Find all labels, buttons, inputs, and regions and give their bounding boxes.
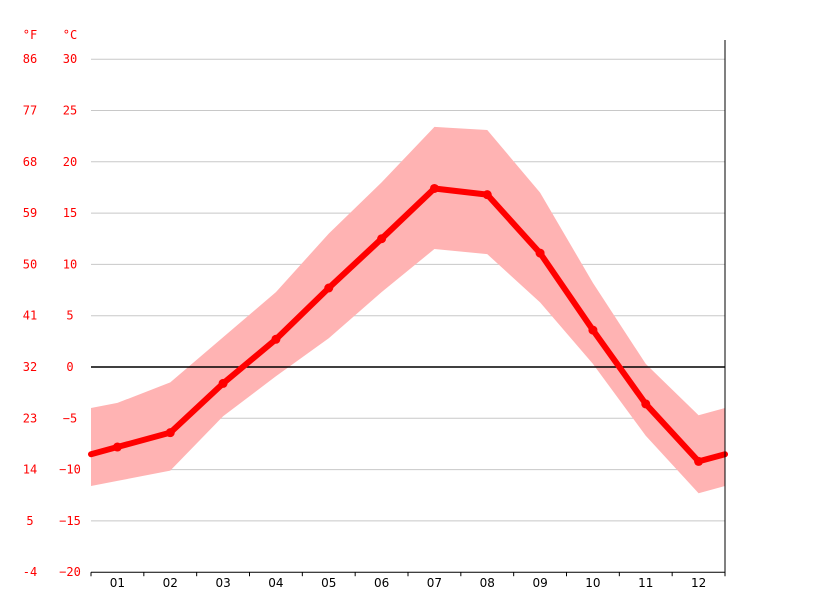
y-tick-label-fahrenheit: 50: [23, 257, 37, 271]
x-tick-label: 05: [321, 576, 336, 590]
x-tick-label: 02: [163, 576, 178, 590]
mean-points: [112, 183, 704, 466]
y-tick-label-fahrenheit: 86: [23, 52, 37, 66]
celsius-unit-label: °C: [63, 28, 77, 42]
mean-point: [482, 190, 492, 200]
y-tick-label-celsius: −5: [63, 411, 77, 425]
y-tick-label-celsius: 10: [63, 257, 77, 271]
y-tick-label-celsius: −20: [59, 565, 81, 579]
y-tick-label-celsius: 15: [63, 206, 77, 220]
mean-point: [641, 399, 651, 409]
y-tick-label-celsius: 5: [66, 309, 73, 323]
y-tick-label-fahrenheit: 68: [23, 155, 37, 169]
mean-line: [88, 185, 728, 465]
x-tick-label: 12: [691, 576, 706, 590]
x-tick-label: 04: [268, 576, 283, 590]
y-tick-label-fahrenheit: 77: [23, 104, 37, 118]
mean-point: [324, 283, 334, 293]
y-tick-label-celsius: 0: [66, 360, 73, 374]
mean-point: [535, 248, 545, 258]
mean-point: [377, 234, 387, 244]
y-tick-label-celsius: 25: [63, 104, 77, 118]
mean-point: [218, 378, 228, 388]
y-tick-label-fahrenheit: 41: [23, 309, 37, 323]
mean-point: [429, 183, 439, 193]
y-tick-label-celsius: −15: [59, 514, 81, 528]
x-tick-label: 07: [427, 576, 442, 590]
mean-point: [588, 325, 598, 335]
x-tick-label: 08: [480, 576, 495, 590]
mean-point: [694, 456, 704, 466]
x-tick-label: 06: [374, 576, 389, 590]
x-tick-labels: 01 02 03 04 05 06 07 08 09 10 11 12: [110, 576, 706, 590]
y-tick-label-fahrenheit: -4: [23, 565, 37, 579]
x-tick-label: 03: [215, 576, 230, 590]
mean-point: [112, 442, 122, 452]
band-area: [91, 126, 725, 494]
y-tick-label-celsius: 20: [63, 155, 77, 169]
x-tick-label: 11: [638, 576, 653, 590]
fahrenheit-unit-label: °F: [23, 28, 37, 42]
y-tick-label-fahrenheit: 23: [23, 411, 37, 425]
x-tick-label: 01: [110, 576, 125, 590]
mean-point: [165, 428, 175, 438]
y-tick-label-fahrenheit: 14: [23, 463, 37, 477]
axes: [90, 40, 726, 577]
mean-line-path: [88, 185, 728, 465]
y-tick-label-celsius: −10: [59, 463, 81, 477]
x-tick-label: 09: [532, 576, 547, 590]
min-max-band: [91, 126, 725, 494]
mean-point: [271, 334, 281, 344]
y-tick-label-fahrenheit: 5: [26, 514, 33, 528]
y-tick-label-fahrenheit: 59: [23, 206, 37, 220]
y-tick-label-celsius: 30: [63, 52, 77, 66]
y-tick-labels: 30 86 25 77 20 68 15 59 10 50 5 41 0 32 −5 23 −10 14 −15 5 −…: [23, 52, 81, 579]
y-tick-label-fahrenheit: 32: [23, 360, 37, 374]
x-tick-label: 10: [585, 576, 600, 590]
